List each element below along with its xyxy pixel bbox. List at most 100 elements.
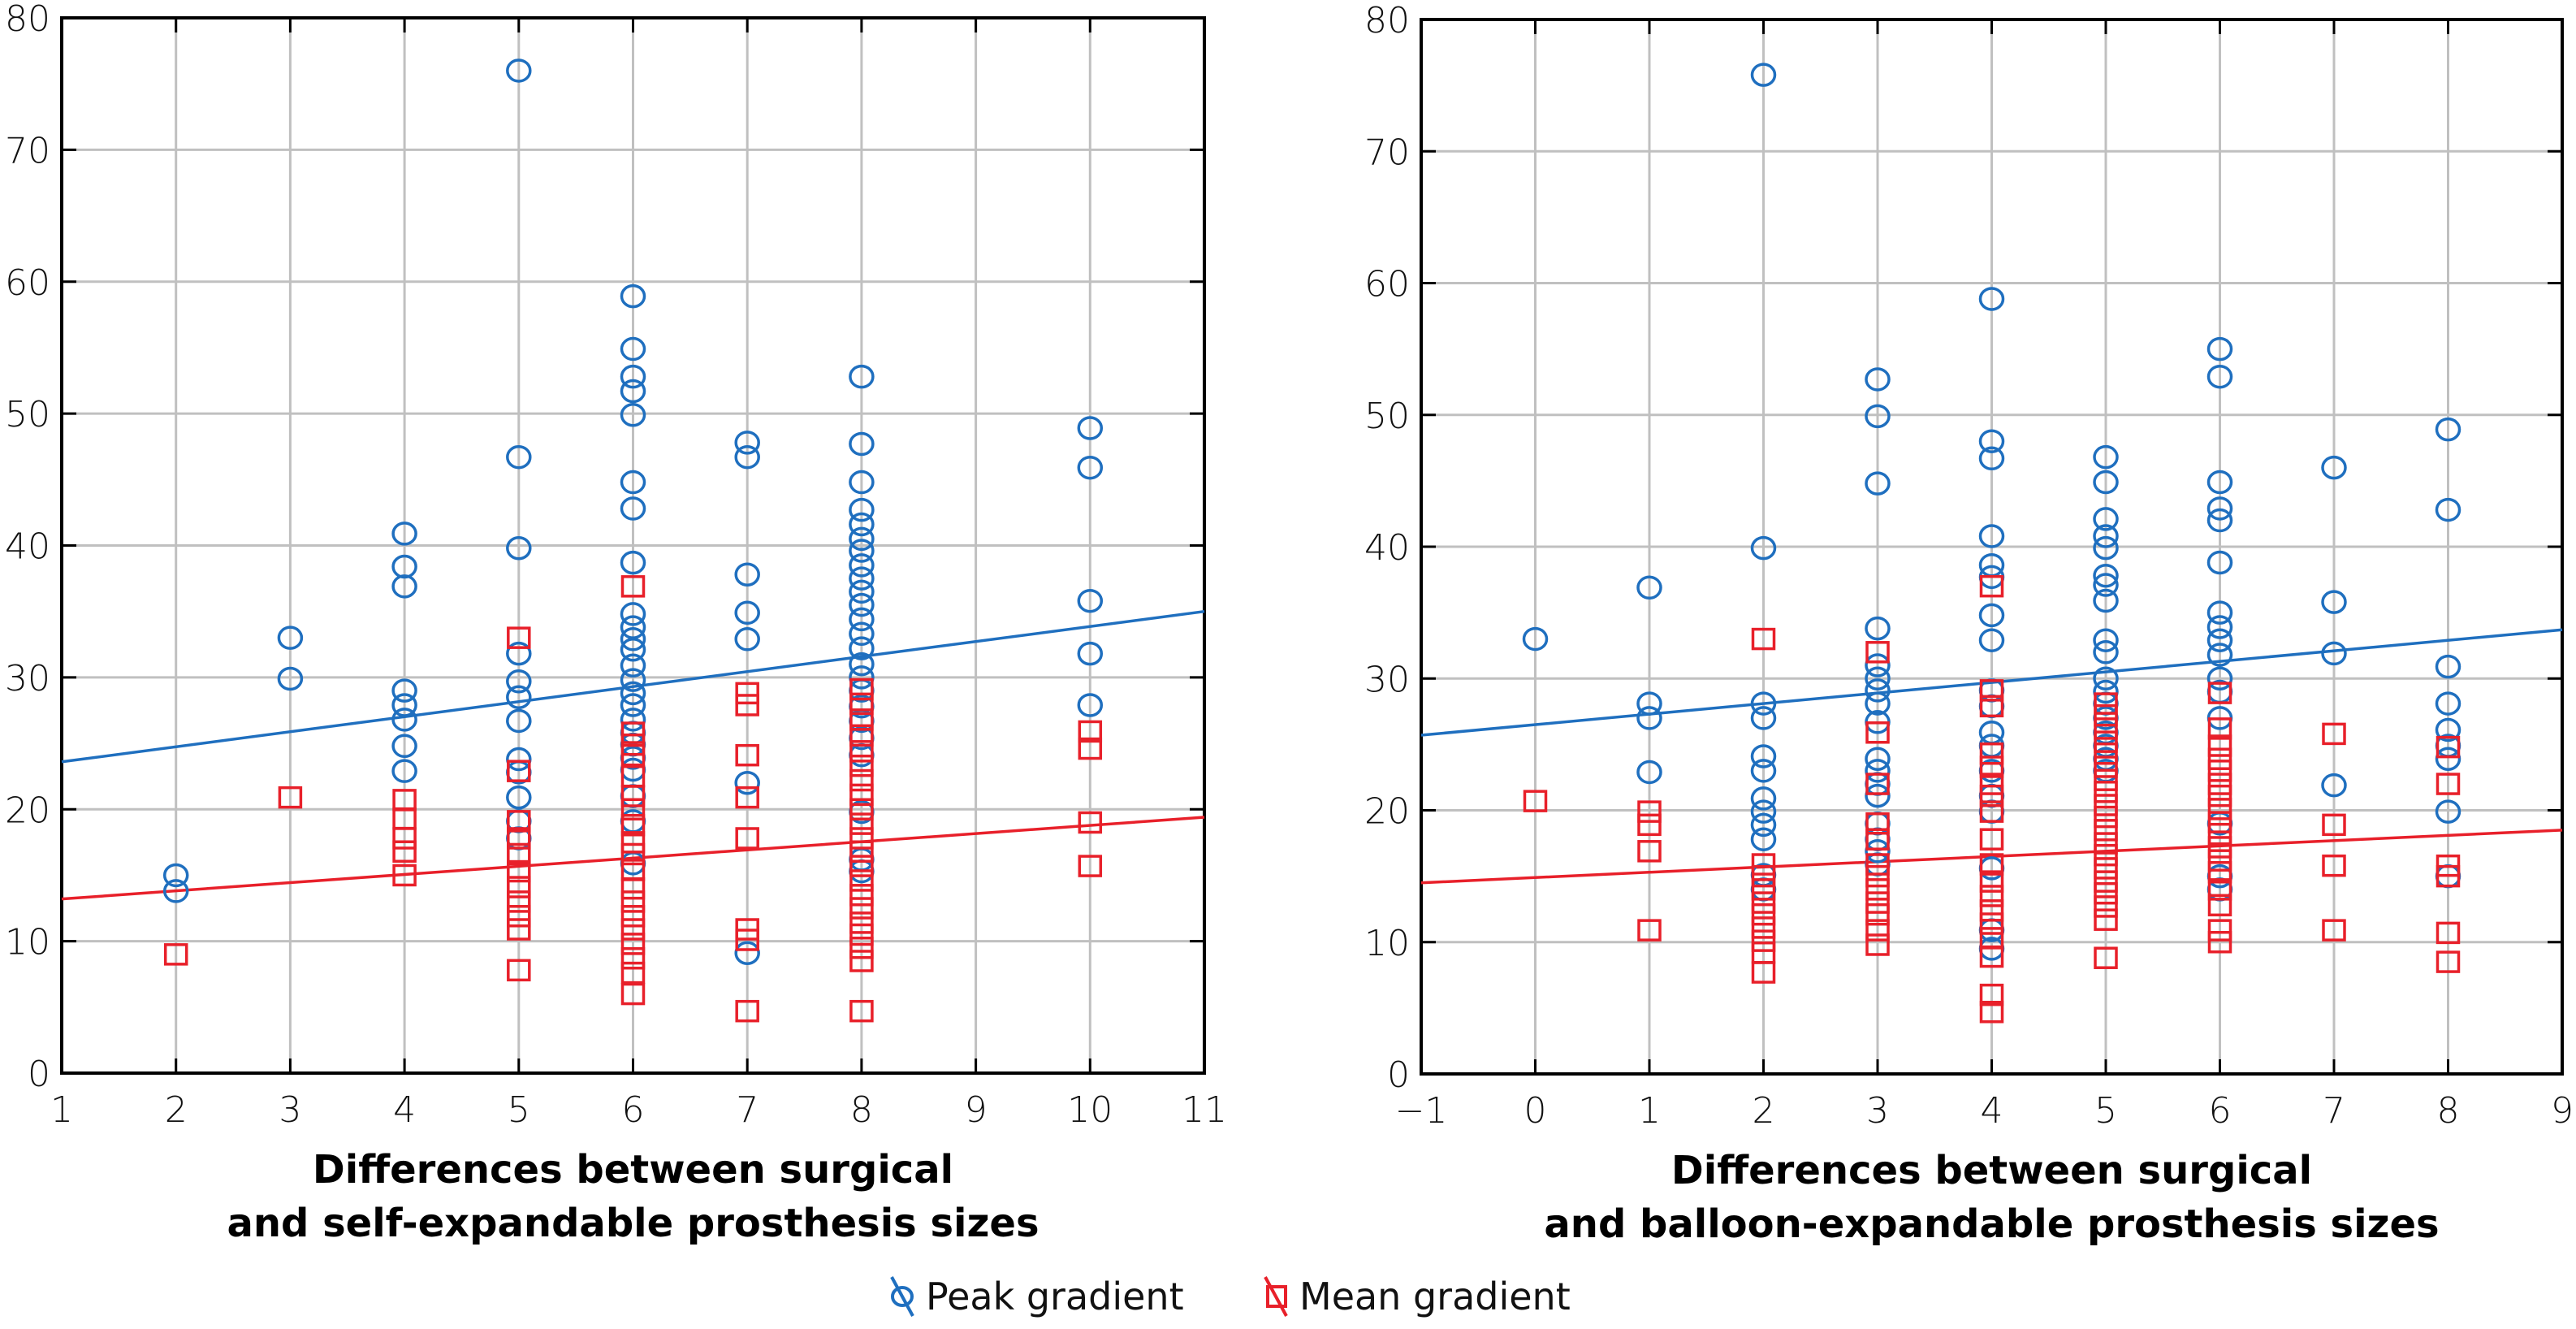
mean-gradient-point [2207, 717, 2232, 740]
x-tick-label: 2 [165, 1089, 188, 1131]
mean-gradient-point [2207, 811, 2232, 833]
peak-gradient-point [391, 734, 417, 759]
x-tick-label: 4 [393, 1089, 416, 1131]
mean-gradient-point [507, 760, 531, 782]
mean-gradient-point [2094, 843, 2118, 867]
mean-gradient-point [2207, 836, 2232, 859]
mean-gradient-point [849, 754, 874, 777]
mean-gradient-point [620, 933, 646, 955]
mean-gradient-point [1979, 755, 2004, 778]
y-tick-label: 0 [28, 1054, 50, 1095]
mean-gradient-point [620, 905, 646, 928]
peak-gradient-point [2093, 573, 2119, 597]
mean-gradient-point [2094, 908, 2118, 931]
peak-gradient-point [277, 666, 304, 691]
mean-gradient-point [849, 708, 874, 731]
peak-gradient-point [2435, 497, 2461, 522]
mean-gradient-point [507, 810, 531, 833]
x-tick-label: 9 [965, 1089, 988, 1131]
y-tick-label: 10 [1364, 923, 1410, 964]
mean-gradient-point [507, 918, 531, 941]
peak-gradient-point [620, 638, 646, 662]
mean-gradient-point [2207, 734, 2232, 757]
peak-gradient-point [620, 364, 646, 389]
mean-gradient-point [2207, 760, 2232, 782]
mean-gradient-point [1979, 800, 2004, 823]
y-tick-label: 40 [5, 526, 50, 568]
mean-gradient-point [1078, 720, 1103, 743]
x-tick-label: 10 [1067, 1089, 1113, 1131]
peak-gradient-point [849, 592, 875, 617]
x-tick-label: −1 [1395, 1090, 1448, 1132]
legend-peak-line-icon [890, 1276, 914, 1317]
peak-gradient-point [1750, 691, 1777, 716]
mean-gradient-point [1865, 933, 1890, 956]
peak-gradient-point [2093, 563, 2119, 588]
peak-gradient-point [849, 512, 875, 537]
y-tick-label: 50 [1364, 396, 1410, 437]
y-tick-label: 30 [5, 658, 50, 699]
mean-gradient-point [1637, 800, 1662, 823]
peak-gradient-point [734, 431, 760, 455]
x-tick-label: 0 [1524, 1090, 1547, 1132]
mean-gradient-point [2207, 784, 2232, 807]
mean-gradient-point [2094, 755, 2118, 778]
peak-gradient-point [2093, 679, 2119, 704]
mean-gradient-point [849, 923, 874, 946]
peak-gradient-point [1865, 404, 1891, 429]
plot-frame [60, 16, 1206, 1075]
peak-gradient-point [849, 553, 875, 578]
mean-gradient-point [2322, 854, 2346, 877]
mean-gradient-point [2094, 717, 2118, 740]
peak-gradient-point [2206, 643, 2233, 667]
peak-gradient-point [506, 641, 532, 666]
mean-gradient-point [2207, 919, 2232, 942]
mean-gradient-point [2436, 864, 2461, 888]
peak-gradient-point [2206, 496, 2233, 521]
peak-gradient-point [1750, 63, 1777, 87]
peak-gradient-point [849, 497, 875, 522]
peak-gradient-point [1077, 693, 1104, 717]
x-axis-title-line: Differences between surgical [1671, 1148, 2312, 1193]
peak-gradient-point [1865, 367, 1891, 392]
peak-gradient-point [506, 58, 532, 83]
legend-mean-line-icon [1264, 1276, 1288, 1317]
mean-gradient-point [507, 827, 531, 850]
peak-gradient-point [2206, 364, 2233, 389]
mean-gradient-point [1865, 853, 1890, 876]
x-axis-title-line: and self-expandable prosthesis sizes [227, 1201, 1039, 1246]
peak-gradient-point [2093, 507, 2119, 531]
mean-gradient-point [507, 890, 531, 913]
peak-gradient-point [849, 526, 875, 552]
peak-gradient-point [1865, 471, 1891, 496]
peak-gradient-point [1636, 575, 1662, 600]
peak-gradient-point [1865, 653, 1891, 677]
mean-gradient-point [849, 724, 874, 747]
peak-gradient-point [1865, 616, 1891, 641]
mean-gradient-point [620, 877, 646, 900]
y-tick-label: 20 [5, 790, 50, 831]
mean-gradient-point [735, 827, 759, 850]
mean-gradient-point [849, 911, 874, 934]
mean-gradient-point [392, 827, 417, 850]
peak-gradient-point [162, 863, 189, 888]
peak-gradient-point [620, 402, 646, 427]
peak-gradient-point [2435, 799, 2461, 824]
mean-gradient-point [2207, 747, 2232, 770]
mean-gradient-point [1979, 983, 2004, 1006]
mean-gradient-point [2207, 931, 2232, 954]
mean-gradient-point [2207, 878, 2232, 901]
peak-gradient-point [2206, 615, 2233, 639]
mean-gradient-point [849, 950, 874, 972]
mean-gradient-point [2436, 735, 2461, 759]
mean-gradient-point [1637, 813, 1662, 837]
y-tick-label: 60 [5, 262, 50, 304]
mean-gradient-point [2094, 768, 2118, 791]
x-tick-label: 5 [508, 1089, 530, 1131]
y-tick-label: 70 [5, 130, 50, 171]
mean-gradient-point [849, 740, 874, 763]
mean-gradient-point [392, 840, 417, 863]
mean-gradient-point [1979, 695, 2004, 718]
mean-gradient-point [1865, 878, 1890, 901]
mean-gradient-point [1979, 742, 2004, 765]
